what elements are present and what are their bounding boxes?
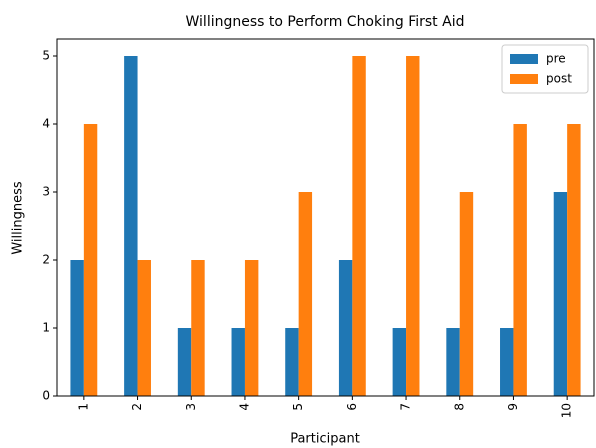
bar [298,192,313,396]
bar [446,328,460,396]
y-tick-label: 1 [42,321,50,335]
chart-title: Willingness to Perform Choking First Aid [186,14,465,30]
y-tick-label: 2 [42,253,50,267]
bar [513,124,527,396]
legend-swatch [510,54,538,64]
y-axis-label: Willingness [11,181,26,255]
bar [137,260,151,396]
bar [392,328,407,396]
y-tick-label: 3 [42,185,50,199]
bar [191,260,205,396]
y-tick-label: 0 [42,389,50,403]
bar [459,192,474,396]
bar [500,328,514,396]
bar [177,328,192,396]
legend-label: post [546,72,572,86]
x-tick-label: 6 [345,403,359,411]
bar [567,124,581,396]
x-tick-label: 5 [291,403,305,411]
plot-frame [56,38,595,397]
x-tick-label: 4 [237,403,251,411]
bar [338,260,353,396]
x-tick-label: 2 [130,403,144,411]
x-axis-label: Participant [290,432,360,447]
legend-label: pre [546,52,566,66]
bar [285,328,299,396]
x-tick-label: 10 [560,403,574,418]
x-tick-label: 3 [184,403,198,411]
x-tick-label: 1 [76,403,90,411]
bar [352,56,366,396]
x-tick-label: 8 [452,403,466,411]
bar [70,260,84,396]
x-tick-label: 9 [506,403,520,411]
bar [244,260,259,396]
bar [124,56,138,396]
x-tick-label: 7 [399,403,413,411]
legend-swatch [510,74,538,84]
y-tick-label: 5 [42,49,50,63]
bar [83,124,98,396]
bar [231,328,245,396]
y-tick-label: 4 [42,117,50,131]
legend [501,44,589,94]
bar [406,56,420,396]
bar [553,192,568,396]
